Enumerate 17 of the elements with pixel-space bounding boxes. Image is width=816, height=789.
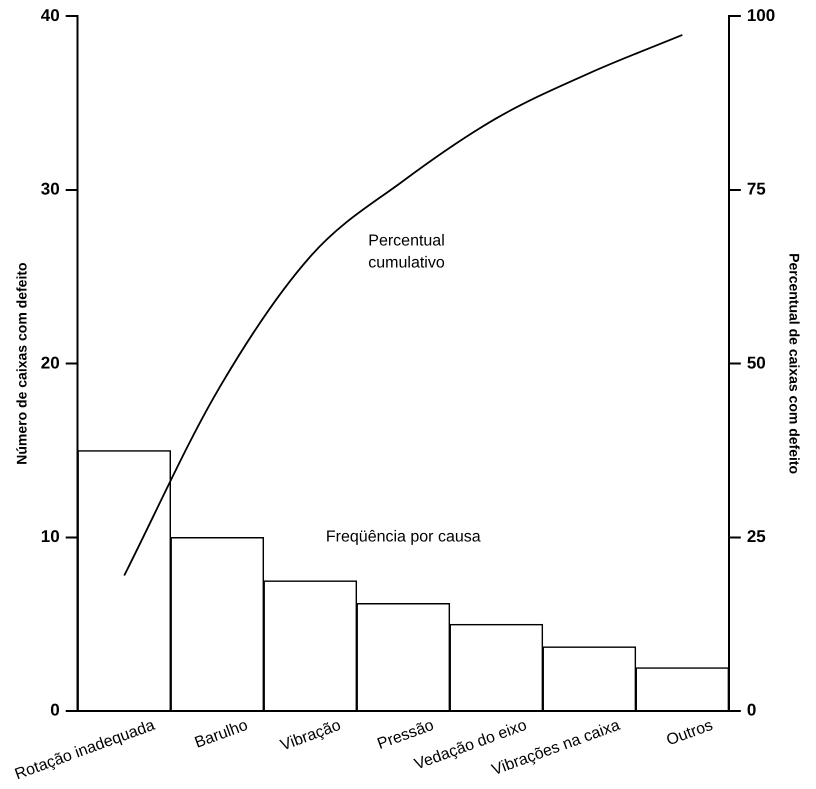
- y2-axis-title: Percentual de caixas com defeito: [786, 253, 803, 474]
- x-tick-label: Barulho: [192, 716, 250, 752]
- y-axis-title: Número de caixas com defeito: [13, 262, 30, 465]
- y-tick-label: 40: [40, 6, 60, 25]
- y2-tick-label: 75: [746, 180, 766, 199]
- y-tick-label: 30: [40, 180, 60, 199]
- text: Freqüência por causa: [326, 528, 481, 546]
- y2-tick-label: 100: [746, 6, 776, 25]
- y-tick-label: 0: [50, 700, 60, 720]
- y-tick-label: 10: [40, 526, 60, 546]
- y-tick-label: 20: [40, 353, 60, 372]
- y2-tick-label: 25: [746, 526, 766, 546]
- x-tick-label: Vibração: [278, 716, 344, 754]
- y2-tick-label: 0: [746, 700, 756, 720]
- series-label: Percentual cumulativo: [368, 232, 445, 272]
- x-tick-label: Outros: [664, 716, 716, 750]
- y2-tick-label: 50: [746, 353, 766, 372]
